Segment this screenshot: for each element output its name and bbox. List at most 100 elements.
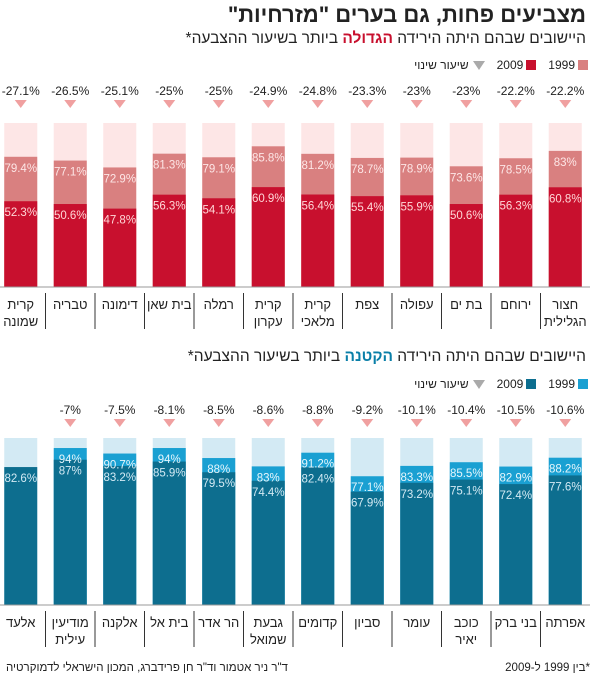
data-label-2009: 74.4% (252, 487, 285, 499)
change-label: -10.6% (546, 403, 584, 417)
legend-1999-label: 1999 (548, 377, 575, 391)
change-label: -24.8% (299, 84, 337, 98)
change-marker (14, 100, 27, 108)
chart1-legend: 1999 2009 שיעור שינוי (408, 58, 588, 72)
bar-2009 (202, 472, 236, 605)
bar-2009 (548, 475, 582, 605)
data-label-1999: 82.9% (499, 473, 532, 485)
change-label: -8.1% (154, 403, 186, 417)
data-label-2009: 60.9% (252, 193, 285, 205)
data-label-1999: 83% (257, 472, 280, 484)
bar-2009 (53, 204, 87, 287)
bar-group: 85.8% 60.9% -24.9% קרית עקרון (249, 84, 287, 329)
data-label-1999: 72.9% (103, 173, 136, 185)
bar-2009 (400, 482, 434, 605)
data-label-1999: 88.2% (549, 464, 582, 476)
change-marker (509, 100, 522, 108)
change-label: -23% (403, 84, 431, 98)
change-marker (113, 100, 126, 108)
legend-1999: 1999 (548, 58, 588, 72)
bar-group: 91.2% 82.4% -8.8% קדומים (298, 403, 337, 630)
data-label-1999: 79.1% (202, 163, 235, 175)
data-label-1999: 73.6% (450, 172, 483, 184)
change-marker (311, 100, 324, 108)
bar-2009 (499, 194, 533, 287)
change-marker (163, 419, 176, 427)
legend-2009-label: 2009 (496, 377, 524, 391)
data-label-2009: 56.3% (499, 201, 532, 213)
bar-2009 (103, 466, 137, 605)
change-label: -10.1% (398, 403, 436, 417)
category-label: עומר (403, 615, 430, 630)
legend-1999-swatch (578, 379, 588, 389)
bar-group: 81.2% 56.4% -24.8% קרית מלאכי (299, 84, 337, 329)
bar-group: 78.5% 56.3% -22.2% ירוחם (497, 84, 535, 312)
legend-1999-label: 1999 (548, 58, 575, 72)
bar-group: 77.1% 50.6% -26.5% טבריה (51, 84, 89, 312)
category-label: קדומים (298, 615, 337, 630)
bar-2009 (548, 187, 582, 287)
bar-2009 (350, 491, 384, 605)
change-marker (460, 419, 473, 427)
category-label: צפת (355, 297, 379, 312)
change-label: -23.3% (348, 84, 386, 98)
change-marker (410, 419, 423, 427)
category-label: גבעת (253, 615, 283, 630)
category-label: קרית (7, 297, 34, 312)
bar-2009 (4, 467, 38, 605)
data-label-2009: 55.9% (400, 201, 433, 213)
data-label-1999: 90.7% (103, 460, 136, 472)
legend-change: שיעור שינוי (414, 377, 485, 391)
change-label: -10.4% (447, 403, 485, 417)
bar-group: 82.6% אלעד (4, 438, 38, 630)
change-marker (361, 419, 374, 427)
chart1-subtitle-post: ביותר בשיעור ההצבעה* (185, 30, 343, 47)
bar-group: 94%87% -7% מודיעין עילית (52, 403, 89, 647)
change-marker (559, 100, 572, 108)
bar-2009 (152, 194, 186, 287)
legend-2009-swatch (526, 379, 537, 389)
change-marker (212, 419, 225, 427)
change-triangle-icon (472, 60, 485, 70)
data-label-2009: 77.6% (549, 481, 582, 493)
category-label: בת ים (450, 297, 483, 312)
data-label-1999: 88% (207, 464, 230, 476)
category-label: שמואל (250, 632, 287, 647)
bar-2009 (301, 467, 335, 605)
category-label: יאיר (455, 632, 477, 647)
change-label: -7.5% (104, 403, 136, 417)
data-label-2009: 50.6% (450, 210, 483, 222)
change-marker (559, 419, 572, 427)
change-label: -9.2% (352, 403, 384, 417)
bar-2009 (4, 201, 38, 287)
bar-2009 (103, 208, 137, 287)
data-label-1999: 78.9% (400, 164, 433, 176)
category-label: שמונה (3, 314, 38, 329)
legend-2009: 2009 (497, 58, 537, 72)
chart2-subtitle-pre: היישובים שבהם היתה הירידה (392, 348, 586, 365)
data-label-1999: 81.2% (301, 160, 334, 172)
data-label-1999: 77.1% (351, 482, 384, 494)
bar-group: 88% 79.5% -8.5% הר אדר (198, 403, 239, 630)
change-marker (113, 419, 126, 427)
change-marker (163, 100, 176, 108)
bar-group: 88.2% 77.6% -10.6% אפרתה (545, 403, 585, 630)
change-label: -26.5% (51, 84, 89, 98)
change-marker (361, 100, 374, 108)
bar-group: 85.5% 75.1% -10.4% כוכב יאיר (447, 403, 485, 647)
bar-2009 (53, 459, 87, 605)
change-triangle-icon (472, 379, 485, 389)
category-label: עילית (55, 632, 85, 647)
category-label: אלעד (6, 615, 35, 630)
category-label: ירוחם (500, 297, 531, 312)
change-marker (460, 100, 473, 108)
data-label-2009: 85.9% (153, 468, 186, 480)
category-label: רמלה (204, 297, 234, 312)
bar-group: 83.3% 73.2% -10.1% עומר (398, 403, 436, 630)
change-marker (212, 100, 225, 108)
bar-2009 (251, 480, 285, 605)
change-marker (262, 100, 275, 108)
chart2-legend: 1999 2009 שיעור שינוי (408, 377, 588, 391)
data-label-2009: 50.6% (54, 210, 87, 222)
change-label: -25% (155, 84, 183, 98)
